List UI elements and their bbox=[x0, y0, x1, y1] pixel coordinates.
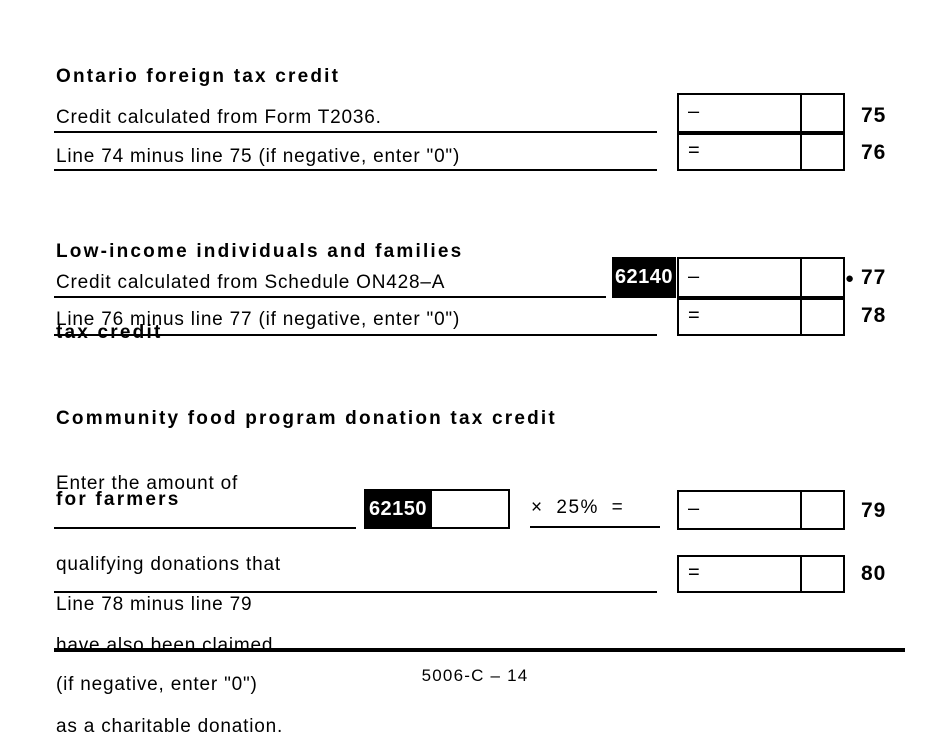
equals-sign: = bbox=[688, 561, 700, 584]
line-80-underline bbox=[54, 591, 657, 593]
heading-line-1: Community food program donation tax cred… bbox=[56, 408, 557, 429]
line-78-underline bbox=[54, 334, 657, 336]
line-80-label: Line 78 minus line 79 (if negative, ente… bbox=[56, 537, 258, 733]
line-78-cents-cell[interactable] bbox=[802, 300, 843, 334]
line-75-amount-box[interactable]: – bbox=[677, 93, 845, 133]
line-77-number: 77 bbox=[861, 266, 887, 289]
line-78-number: 78 bbox=[861, 304, 887, 327]
line-75-label: Credit calculated from Form T2036. bbox=[56, 107, 382, 128]
line-77-underline bbox=[54, 296, 606, 298]
multiplier-underline bbox=[530, 526, 660, 528]
line-75-cents-cell[interactable] bbox=[802, 95, 843, 131]
heading-line-2: for farmers bbox=[56, 489, 181, 510]
note-line-4: as a charitable donation. bbox=[56, 716, 284, 733]
bullet-icon: ● bbox=[845, 270, 855, 287]
cents-divider bbox=[800, 492, 802, 528]
heading-line-1: Low-income individuals and families bbox=[56, 241, 464, 262]
cents-divider bbox=[800, 259, 802, 296]
line-76-amount-box[interactable]: = bbox=[677, 133, 845, 171]
cents-divider bbox=[800, 95, 802, 131]
section-heading-ontario-foreign-tax-credit: Ontario foreign tax credit bbox=[56, 66, 341, 87]
footer-rule bbox=[54, 648, 905, 652]
line-80-label-line-2: (if negative, enter "0") bbox=[56, 674, 258, 695]
line-79-cents-cell[interactable] bbox=[802, 492, 843, 528]
line-80-label-line-1: Line 78 minus line 79 bbox=[56, 594, 253, 615]
minus-sign: – bbox=[688, 497, 700, 520]
line-77-label: Credit calculated from Schedule ON428–A bbox=[56, 272, 446, 293]
field-code-62140-tag: 62140 bbox=[612, 257, 676, 298]
line-76-cents-cell[interactable] bbox=[802, 135, 843, 169]
line-78-label: Line 76 minus line 77 (if negative, ente… bbox=[56, 309, 461, 330]
line-76-number: 76 bbox=[861, 141, 887, 164]
multiply-25-percent-label: × 25% = bbox=[531, 497, 625, 518]
equals-sign: = bbox=[688, 304, 700, 327]
note-line-2: qualifying donations that bbox=[56, 554, 281, 575]
line-79-amount-box[interactable]: – bbox=[677, 490, 845, 530]
note-underline bbox=[54, 527, 356, 529]
line-77-cents-cell[interactable] bbox=[802, 259, 843, 296]
line-80-amount-box[interactable]: = bbox=[677, 555, 845, 593]
equals-sign: = bbox=[688, 139, 700, 162]
donation-amount-input[interactable] bbox=[430, 489, 510, 529]
line-80-number: 80 bbox=[861, 562, 887, 585]
cents-divider bbox=[800, 557, 802, 591]
line-75-number: 75 bbox=[861, 104, 887, 127]
section-heading-low-income: Low-income individuals and families tax … bbox=[56, 184, 463, 400]
note-line-1: Enter the amount of bbox=[56, 473, 239, 494]
field-code-62150-tag: 62150 bbox=[364, 489, 432, 529]
line-78-amount-box[interactable]: = bbox=[677, 298, 845, 336]
line-76-label: Line 74 minus line 75 (if negative, ente… bbox=[56, 146, 461, 167]
line-77-amount-box[interactable]: – bbox=[677, 257, 845, 298]
heading-line-2: tax credit bbox=[56, 322, 163, 343]
cents-divider bbox=[800, 300, 802, 334]
cents-divider bbox=[800, 135, 802, 169]
line-76-underline bbox=[54, 169, 657, 171]
line-80-cents-cell[interactable] bbox=[802, 557, 843, 591]
line-79-number: 79 bbox=[861, 499, 887, 522]
section-heading-community-food: Community food program donation tax cred… bbox=[56, 351, 557, 567]
page-number: 5006-C – 14 bbox=[421, 666, 529, 685]
minus-sign: – bbox=[688, 100, 700, 123]
line-75-underline bbox=[54, 131, 657, 133]
minus-sign: – bbox=[688, 264, 700, 287]
